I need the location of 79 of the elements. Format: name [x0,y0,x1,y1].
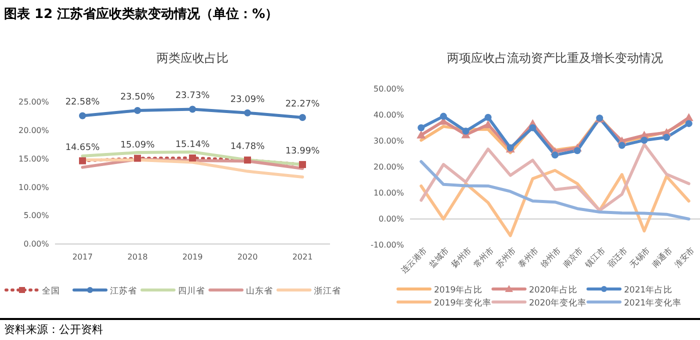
y-tick-label: 40.00% [373,110,404,120]
text: 图表 12 江苏省应收类款变动情况（单位：%） [4,6,278,22]
data-label: 14.78% [230,142,266,152]
point [552,152,558,159]
point [663,134,670,141]
y-tick-label: 20.00% [18,126,50,135]
point [440,112,447,120]
x-tick-label: 盐城市 [427,246,451,270]
point [685,120,692,128]
data-label: 23.73% [175,91,210,102]
x-tick-label: 南京市 [561,246,585,270]
point [416,130,426,139]
x-tick-label: 苏州市 [494,246,518,270]
legend-label: 2021年占比 [624,284,673,296]
x-tick-label: 泰州市 [516,246,540,270]
data-label: 22.27% [285,100,320,110]
y-tick-label: 50.00% [373,84,404,94]
legend-label: 2020年变化率 [529,298,587,308]
x-tick-label: 镇江市 [582,246,607,270]
y-tick-label: 10.00% [18,182,50,192]
x-tick-label: 2021 [292,252,313,262]
y-tick-label: -10.00% [370,240,404,250]
data-label: 15.09% [120,140,156,150]
y-tick-label: 10.00% [373,188,404,198]
legend-label: 江苏省 [110,286,137,296]
point [79,157,86,164]
point [462,128,470,135]
y-tick-label: 25.00% [18,98,50,107]
point [418,124,425,132]
point [640,136,648,144]
point [484,114,492,121]
legend-label: 2019年占比 [434,284,483,296]
point [484,120,493,128]
data-label: 23.09% [230,94,266,105]
legend-label: 全国 [42,286,60,296]
chart-title: 两项应收占流动资产比重及增长变动情况 [447,51,663,65]
data-label: 14.65% [65,142,100,153]
x-tick-label: 徐州市 [539,246,562,270]
data-label: 23.50% [120,92,156,103]
x-tick-label: 常州市 [472,246,496,270]
point [574,147,581,154]
x-tick-label: 2019 [182,252,203,262]
point [529,124,536,132]
point [244,156,251,164]
point [618,142,626,149]
legend-label: 山东省 [246,286,273,296]
point [134,107,141,114]
legend-label: 浙江省 [314,286,341,296]
x-tick-label: 扬州市 [450,246,474,270]
x-tick-label: 2018 [127,252,148,262]
y-tick-label: 30.00% [373,136,404,146]
chart-title: 两类应收占比 [156,51,228,65]
point [189,154,196,162]
y-tick-label: 20.00% [373,162,404,172]
x-tick-label: 2020 [237,252,258,262]
y-tick-label: 15.00% [18,154,50,164]
x-tick-label: 宿迁市 [606,246,630,270]
x-tick-label: 南通市 [650,246,674,270]
y-tick-label: 5.00% [24,211,50,220]
y-tick-label: 0.00% [24,240,50,249]
point [244,109,251,116]
point [299,114,306,122]
data-label: 13.99% [285,146,320,157]
point [134,154,141,162]
data-label: 15.14% [175,140,210,150]
y-tick-label: 0.00% [378,214,404,224]
legend-label: 2021年变化率 [624,298,682,308]
x-tick-label: 2017 [72,252,93,262]
point [189,106,196,113]
legend-label: 四川省 [178,286,205,296]
x-tick-label: 无锡市 [628,246,652,270]
data-label: 22.58% [65,98,100,108]
legend-label: 2020年占比 [529,284,578,296]
point [79,112,86,120]
text: 资料来源：公开资料 [4,323,103,336]
x-tick-label: 淮安市 [672,246,696,270]
point [299,161,306,168]
legend-label: 2019年变化率 [434,298,492,308]
line-series [420,160,690,220]
